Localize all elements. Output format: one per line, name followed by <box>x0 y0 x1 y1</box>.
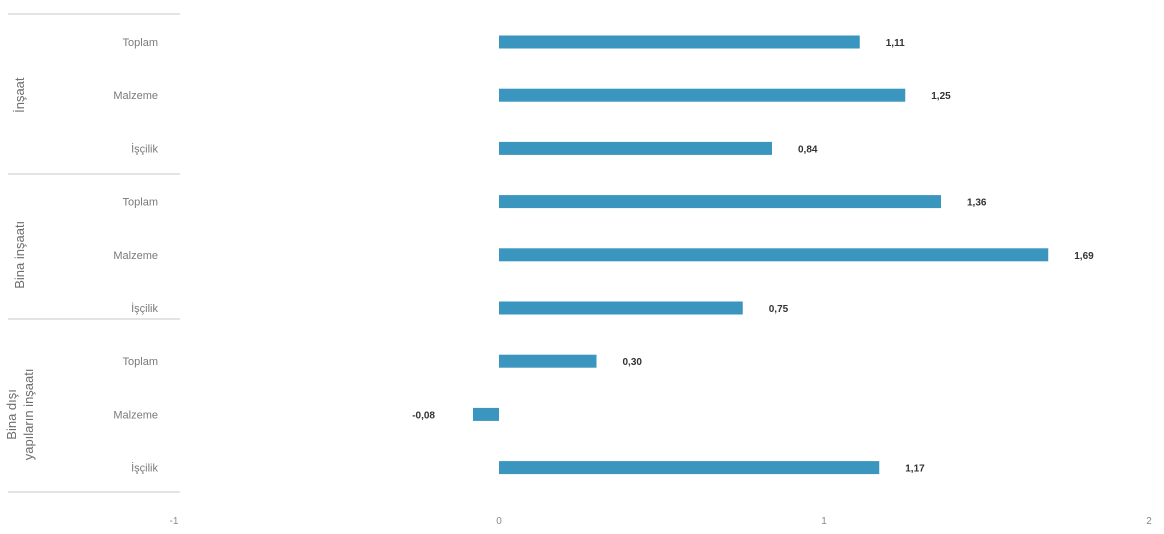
group-label-1: Bina inşaatı <box>12 221 27 289</box>
category-label-1-2: İşçilik <box>131 302 158 315</box>
x-tick-label-3: 2 <box>1146 516 1152 527</box>
value-label-1-2: 0,75 <box>769 304 789 315</box>
group-label-text-2-0: Bina dışı <box>4 389 19 440</box>
x-tick-label-1: 0 <box>496 516 502 527</box>
value-label-0-2: 0,84 <box>798 144 818 155</box>
category-label-0-2: İşçilik <box>131 142 158 155</box>
bar-2-0 <box>499 354 597 368</box>
category-labels: Toplam Malzeme İşçilik Toplam Malzeme İşçilik… <box>113 37 158 475</box>
x-tick-label-2: 1 <box>821 516 827 527</box>
value-label-2-0: 0,30 <box>623 357 643 368</box>
bar-1-0 <box>499 195 941 209</box>
group-label-text-1: Bina inşaatı <box>12 221 27 289</box>
category-label-1-1: Malzeme <box>113 250 158 262</box>
group-labels: İnşaat Bina inşaatı Bina dışı yapıların inş… <box>4 77 36 460</box>
group-label-text-0: İnşaat <box>12 77 27 113</box>
bar-0-0 <box>499 35 860 49</box>
value-label-0-0: 1,11 <box>886 38 905 49</box>
category-label-2-0: Toplam <box>123 356 158 368</box>
bar-0-1 <box>499 88 906 102</box>
value-label-0-1: 1,25 <box>931 91 951 102</box>
group-separators <box>8 13 180 493</box>
category-label-2-1: Malzeme <box>113 409 158 421</box>
category-label-0-1: Malzeme <box>113 90 158 102</box>
bar-2-1 <box>473 407 499 421</box>
x-axis-ticks: -1 0 1 2 <box>170 516 1153 527</box>
value-label-2-1: -0,08 <box>412 410 435 421</box>
bar-1-1 <box>499 248 1049 262</box>
x-tick-label-0: -1 <box>170 516 179 527</box>
bars <box>473 35 1049 475</box>
category-label-2-2: İşçilik <box>131 462 158 475</box>
group-label-text-2-1: yapıların inşaatı <box>21 369 36 461</box>
value-label-1-1: 1,69 <box>1074 251 1094 262</box>
group-label-2: Bina dışı yapıların inşaatı <box>4 369 36 461</box>
category-label-0-0: Toplam <box>123 37 158 49</box>
value-label-2-2: 1,17 <box>905 464 925 475</box>
category-label-1-0: Toplam <box>123 197 158 209</box>
bar-2-2 <box>499 461 880 475</box>
bar-1-2 <box>499 301 743 315</box>
bar-0-2 <box>499 141 772 155</box>
value-labels: 1,11 1,25 0,84 1,36 1,69 0,75 0,30 -0,08 1,17 <box>412 38 1094 475</box>
value-label-1-0: 1,36 <box>967 198 987 209</box>
group-label-0: İnşaat <box>12 77 27 113</box>
